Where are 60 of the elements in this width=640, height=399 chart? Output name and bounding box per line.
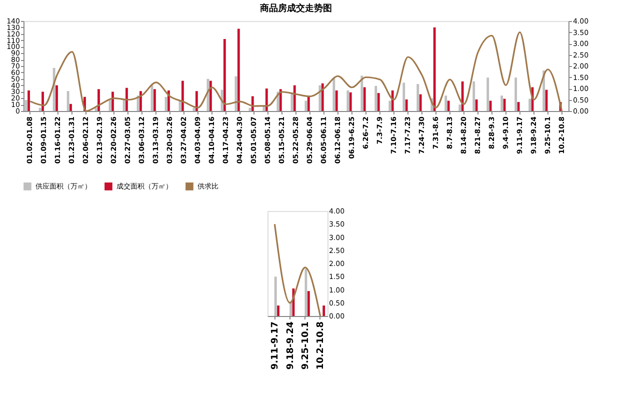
bar: [307, 96, 310, 111]
bar: [139, 91, 142, 111]
bar: [472, 81, 476, 111]
bar: [98, 89, 100, 111]
bar: [112, 92, 114, 111]
bar: [402, 82, 406, 111]
bar: [237, 28, 240, 111]
bar: [321, 83, 324, 111]
bar: [335, 90, 338, 111]
bar: [181, 80, 184, 111]
bar: [274, 276, 277, 316]
bar: [223, 39, 226, 111]
bar: [486, 78, 490, 111]
bar: [322, 306, 326, 316]
bar: [234, 76, 238, 111]
bar: [419, 94, 422, 111]
bar: [528, 98, 531, 111]
bar: [360, 76, 364, 111]
bar: [56, 85, 58, 111]
bar: [458, 104, 462, 111]
bar: [349, 92, 352, 111]
bar: [377, 93, 380, 111]
bar: [416, 84, 420, 111]
bar: [265, 88, 268, 111]
bar: [374, 86, 378, 111]
bar: [70, 104, 72, 111]
bar: [125, 88, 128, 111]
x-tick-label: 9.25-10.1: [301, 322, 312, 370]
bar: [304, 100, 308, 111]
x-tick-label: 10.2-10.8: [316, 322, 326, 370]
bar: [262, 106, 266, 111]
bar: [293, 85, 296, 111]
x-tick-label: 9.11-9.17: [270, 322, 281, 370]
bar: [363, 87, 366, 111]
bar: [307, 291, 310, 316]
line-series: [274, 223, 322, 317]
bar: [209, 80, 212, 111]
bar: [279, 89, 282, 111]
bar: [248, 108, 252, 111]
bar: [28, 90, 30, 111]
bar: [500, 96, 504, 111]
bar: [388, 100, 392, 111]
line-series: [29, 31, 563, 112]
x-tick-label: 9.18-9.24: [286, 322, 296, 370]
bar: [346, 90, 350, 111]
chart-title: 商品房成交走势图: [258, 3, 332, 14]
bar: [38, 108, 42, 111]
bar: [153, 89, 156, 111]
bar: [24, 100, 28, 111]
bar: [318, 85, 322, 111]
bar: [195, 91, 198, 111]
bar: [304, 268, 308, 316]
bar: [332, 78, 336, 111]
bar: [444, 96, 448, 111]
bar: [66, 91, 70, 111]
bar: [290, 93, 294, 111]
bar: [514, 78, 518, 111]
bar: [405, 99, 408, 111]
bar: [42, 92, 44, 111]
bar: [277, 306, 280, 316]
